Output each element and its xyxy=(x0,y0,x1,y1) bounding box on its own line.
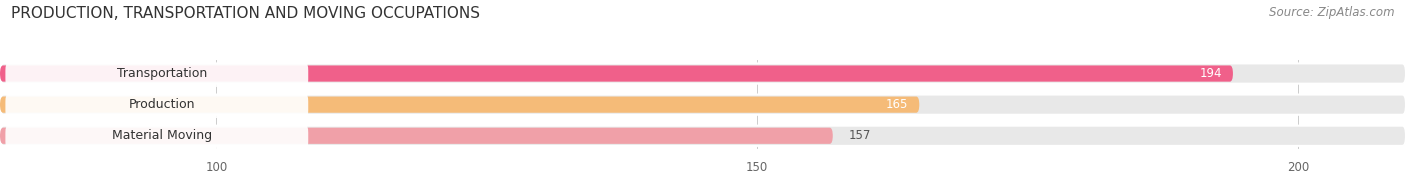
Text: 157: 157 xyxy=(849,129,872,142)
FancyBboxPatch shape xyxy=(0,97,920,113)
Text: Material Moving: Material Moving xyxy=(112,129,212,142)
FancyBboxPatch shape xyxy=(0,126,1406,146)
Text: PRODUCTION, TRANSPORTATION AND MOVING OCCUPATIONS: PRODUCTION, TRANSPORTATION AND MOVING OC… xyxy=(11,6,481,21)
FancyBboxPatch shape xyxy=(6,125,308,149)
FancyBboxPatch shape xyxy=(6,63,308,87)
Text: Source: ZipAtlas.com: Source: ZipAtlas.com xyxy=(1270,6,1395,19)
Text: 194: 194 xyxy=(1199,67,1222,80)
Text: Production: Production xyxy=(129,98,195,111)
FancyBboxPatch shape xyxy=(0,65,1233,82)
FancyBboxPatch shape xyxy=(0,128,832,144)
Text: 165: 165 xyxy=(886,98,908,111)
FancyBboxPatch shape xyxy=(6,94,308,118)
Text: Transportation: Transportation xyxy=(117,67,207,80)
FancyBboxPatch shape xyxy=(0,64,1406,84)
FancyBboxPatch shape xyxy=(0,94,1406,115)
